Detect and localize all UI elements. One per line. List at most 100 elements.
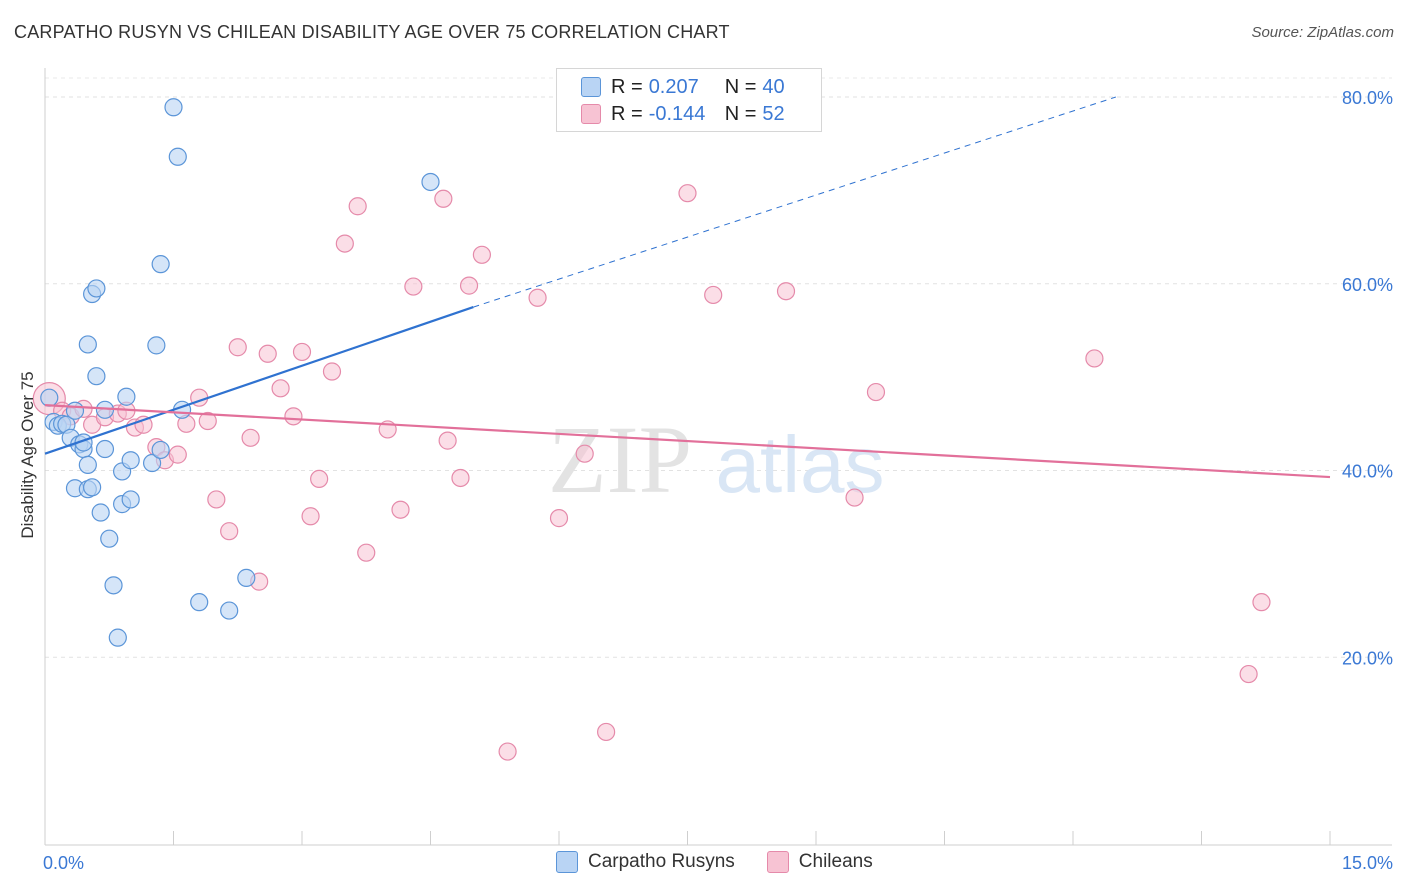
chileans-point (404, 277, 423, 296)
legend-r-value: 0.207 (648, 75, 699, 98)
legend-r-label: R = (611, 102, 643, 125)
chileans-point (241, 428, 260, 447)
chileans-point (292, 342, 312, 362)
chileans-point (776, 282, 796, 301)
carpatho-rusyns-point (95, 439, 115, 459)
legend-swatch-blue (556, 851, 578, 873)
carpatho-rusyns-point (151, 440, 170, 460)
legend-label-carpatho-rusyns: Carpatho Rusyns (588, 851, 735, 872)
chileans-point (438, 431, 457, 450)
y-tick-label: 40.0% (1342, 462, 1393, 482)
chileans-point (322, 362, 342, 381)
carpatho-rusyns-point (151, 255, 170, 274)
legend-n-value: 40 (762, 75, 785, 98)
legend-r-value: -0.144 (648, 102, 706, 125)
chileans-point (220, 522, 239, 541)
carpatho-rusyns-trend-extension (473, 96, 1116, 308)
legend-item-carpatho-rusyns[interactable]: Carpatho Rusyns (556, 851, 735, 873)
carpatho-rusyns-points (40, 98, 440, 647)
chileans-point (678, 184, 697, 203)
trend-lines (44, 96, 1331, 479)
chileans-point (459, 276, 479, 295)
chileans-point (451, 468, 470, 488)
chileans-point (284, 407, 303, 426)
y-tick-label: 80.0% (1342, 88, 1393, 108)
series-legend: Carpatho Rusyns Chileans (556, 851, 905, 873)
carpatho-rusyns-point (78, 335, 97, 354)
chileans-point (310, 469, 329, 489)
legend-swatch-pink (766, 851, 789, 873)
carpatho-rusyns-point (87, 279, 106, 298)
carpatho-rusyns-point (121, 451, 140, 470)
carpatho-rusyns-point (220, 601, 239, 620)
legend-swatch-blue (581, 77, 601, 97)
carpatho-rusyns-point (100, 529, 119, 548)
chileans-point (549, 509, 569, 528)
chileans-point (498, 742, 517, 761)
legend-n-label: N = (724, 102, 757, 125)
chart-title: CARPATHO RUSYN VS CHILEAN DISABILITY AGE… (14, 22, 730, 42)
chileans-point (1085, 349, 1104, 368)
legend-row-chileans: R = -0.144 N = 52 (581, 102, 785, 126)
legend-r-label: R = (611, 75, 643, 98)
watermark-zip: ZIP (548, 406, 692, 513)
chileans-point (1239, 664, 1258, 684)
chileans-point (357, 543, 376, 562)
carpatho-rusyns-point (65, 401, 85, 420)
chileans-point (335, 234, 354, 253)
carpatho-rusyns-point (83, 478, 102, 497)
x-tick-label-min: 0.0% (43, 853, 84, 873)
carpatho-rusyns-point (87, 367, 106, 386)
y-tick-label: 20.0% (1342, 648, 1393, 668)
legend-item-chileans[interactable]: Chileans (766, 851, 873, 873)
carpatho-rusyns-point (142, 453, 162, 473)
chileans-point (704, 285, 723, 305)
carpatho-rusyns-point (108, 628, 127, 647)
carpatho-rusyns-point (190, 593, 209, 612)
chileans-point (1252, 593, 1271, 612)
chileans-point (228, 338, 247, 357)
chileans-point (472, 245, 491, 264)
legend-n-value: 52 (762, 102, 785, 125)
axes (44, 68, 1392, 846)
carpatho-rusyns-point (121, 490, 140, 509)
correlation-legend: R = 0.207 N = 40 R = -0.144 N = 52 (556, 68, 822, 132)
chileans-point (391, 500, 410, 519)
chileans-point (528, 288, 547, 307)
chileans-point (198, 411, 217, 431)
carpatho-rusyns-point (147, 336, 166, 355)
carpatho-rusyns-point (168, 147, 187, 166)
y-tick-label: 60.0% (1342, 275, 1393, 295)
source-label: Source: ZipAtlas.com (1251, 24, 1394, 41)
chileans-point (348, 197, 367, 216)
carpatho-rusyns-point (104, 576, 123, 595)
chileans-point (168, 445, 187, 464)
carpatho-rusyns-point (78, 455, 97, 474)
x-tick-label-max: 15.0% (1342, 853, 1393, 873)
y-axis-label: Disability Age Over 75 (18, 371, 37, 538)
chileans-point (207, 490, 226, 509)
chileans-point (866, 382, 886, 402)
chileans-point (597, 722, 616, 742)
chileans-point (258, 344, 277, 363)
chileans-point (271, 379, 290, 398)
watermark: ZIP atlas (548, 406, 884, 513)
carpatho-rusyns-point (91, 503, 110, 522)
legend-n-label: N = (724, 75, 757, 98)
carpatho-rusyns-point (237, 568, 256, 587)
chileans-point (301, 507, 320, 526)
chileans-point (845, 488, 864, 507)
chileans-point (434, 189, 453, 208)
carpatho-rusyns-trend (44, 306, 474, 455)
carpatho-rusyns-point (40, 388, 59, 407)
chileans-trend (44, 404, 1331, 479)
legend-label-chileans: Chileans (798, 851, 873, 872)
carpatho-rusyns-point (421, 172, 440, 192)
legend-swatch-pink (581, 104, 601, 124)
legend-row-carpatho-rusyns: R = 0.207 N = 40 (581, 75, 785, 99)
carpatho-rusyns-point (164, 98, 183, 117)
chileans-point (575, 444, 594, 463)
tick-labels: 20.0% 40.0% 60.0% 80.0% 0.0% 15.0% (43, 88, 1393, 873)
carpatho-rusyns-point (117, 387, 136, 406)
